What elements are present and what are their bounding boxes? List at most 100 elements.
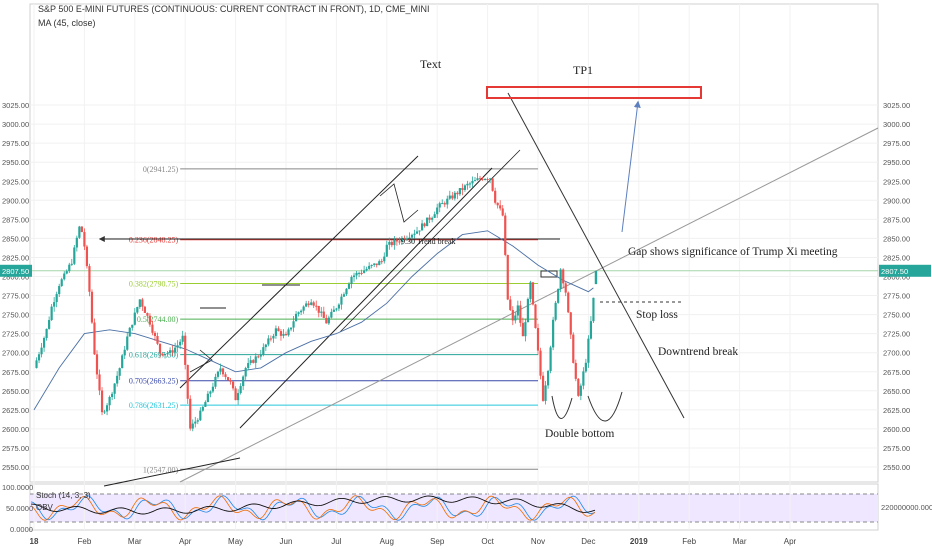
candle-body xyxy=(408,237,411,239)
candle-body xyxy=(297,312,300,314)
candle-body xyxy=(395,239,398,242)
candle-body xyxy=(335,308,338,310)
candle-body xyxy=(494,190,497,203)
candle-body xyxy=(584,362,587,372)
last-price-tag-right-bg xyxy=(879,264,931,277)
y-tick-label-left: 2600.00 xyxy=(2,425,29,434)
candle-body xyxy=(476,178,479,181)
stoch-tick-50: 50.0000 xyxy=(6,504,33,513)
candle-body xyxy=(436,207,439,215)
candle-body xyxy=(375,263,378,266)
candle-body xyxy=(141,299,144,307)
candle-body xyxy=(587,338,590,363)
candle-body xyxy=(373,263,376,265)
candle-body xyxy=(368,265,371,269)
candle-body xyxy=(206,393,209,403)
candle-body xyxy=(337,304,341,309)
candle-body xyxy=(131,324,134,328)
y-tick-label-left: 2900.00 xyxy=(2,196,29,205)
candle-body xyxy=(257,356,260,358)
y-tick-label-right: 2750.00 xyxy=(883,311,910,320)
y-tick-label-right: 2550.00 xyxy=(883,463,910,472)
candle-body xyxy=(483,179,487,181)
candle-body xyxy=(163,353,167,356)
candle-body xyxy=(211,386,215,392)
y-tick-label-right: 2850.00 xyxy=(883,234,910,243)
annotation-downtrend-break: Downtrend break xyxy=(658,346,738,358)
candle-body xyxy=(378,261,381,266)
candle-body xyxy=(473,180,477,182)
candle-body xyxy=(456,192,459,195)
candle-body xyxy=(534,304,537,329)
candle-body xyxy=(327,317,330,324)
candle-body xyxy=(420,223,424,231)
candle-body xyxy=(305,303,308,307)
y-tick-label-left: 2575.00 xyxy=(2,444,29,453)
x-tick-label: 2019 xyxy=(630,537,648,546)
candle-body xyxy=(108,396,111,406)
candle-body xyxy=(237,393,240,401)
candle-body xyxy=(564,283,567,293)
candle-body xyxy=(179,341,182,346)
candle-body xyxy=(468,183,472,185)
candle-body xyxy=(37,354,41,361)
candle-body xyxy=(282,334,285,336)
candle-body xyxy=(388,241,391,245)
candle-body xyxy=(519,305,522,323)
stoch-d-line xyxy=(30,495,596,521)
candle-body xyxy=(300,310,303,313)
candle-body xyxy=(100,390,104,413)
candle-body xyxy=(572,334,575,363)
candle-body xyxy=(315,305,318,307)
candle-body xyxy=(569,312,572,335)
candle-body xyxy=(363,270,366,273)
x-tick-label: 18 xyxy=(30,537,39,546)
candle-body xyxy=(592,297,595,322)
candle-body xyxy=(90,291,94,323)
candle-body xyxy=(199,410,202,421)
fib-level-label: 0.618(2697.50) xyxy=(129,351,179,360)
candle-body xyxy=(78,226,81,238)
candle-body xyxy=(254,356,257,363)
candle-body xyxy=(274,328,278,336)
candle-body xyxy=(252,360,255,363)
candle-body xyxy=(113,383,116,394)
candle-body xyxy=(443,203,446,205)
annotation-trend-break: 9.30 Trend break xyxy=(401,237,455,246)
candle-body xyxy=(204,402,207,407)
y-tick-label-left: 2800.00 xyxy=(2,273,29,282)
candle-body xyxy=(93,322,96,355)
annotation-tp1: TP1 xyxy=(573,63,593,77)
candle-body xyxy=(191,423,194,429)
annotation-gap-note: Gap shows significance of Trump Xi meeti… xyxy=(628,246,838,258)
y-tick-label-left: 2650.00 xyxy=(2,387,29,396)
base-trend-line xyxy=(103,457,241,487)
candle-body xyxy=(224,374,227,378)
candle-body xyxy=(562,269,565,284)
candle-body xyxy=(458,188,461,195)
candle-body xyxy=(491,178,494,191)
candle-body xyxy=(546,370,550,386)
y-tick-label-left: 3025.00 xyxy=(2,101,29,110)
x-tick-label: Oct xyxy=(481,537,494,546)
y-tick-label-right: 3025.00 xyxy=(883,101,910,110)
candle-body xyxy=(423,223,426,227)
candle-body xyxy=(360,272,363,274)
candle-body xyxy=(330,311,333,318)
y-tick-label-right: 2875.00 xyxy=(883,215,910,224)
y-tick-label-right: 2900.00 xyxy=(883,196,910,205)
candle-body xyxy=(400,237,404,242)
candle-body xyxy=(229,380,232,382)
candle-body xyxy=(390,241,393,246)
candle-body xyxy=(50,306,53,321)
candle-body xyxy=(589,321,593,339)
candle-body xyxy=(312,302,315,306)
flag-lines xyxy=(379,183,419,223)
candle-body xyxy=(506,254,509,300)
candle-body xyxy=(355,272,358,276)
candle-body xyxy=(136,307,139,313)
candle-body xyxy=(433,214,436,218)
candle-body xyxy=(186,364,189,399)
candle-body xyxy=(438,203,441,208)
